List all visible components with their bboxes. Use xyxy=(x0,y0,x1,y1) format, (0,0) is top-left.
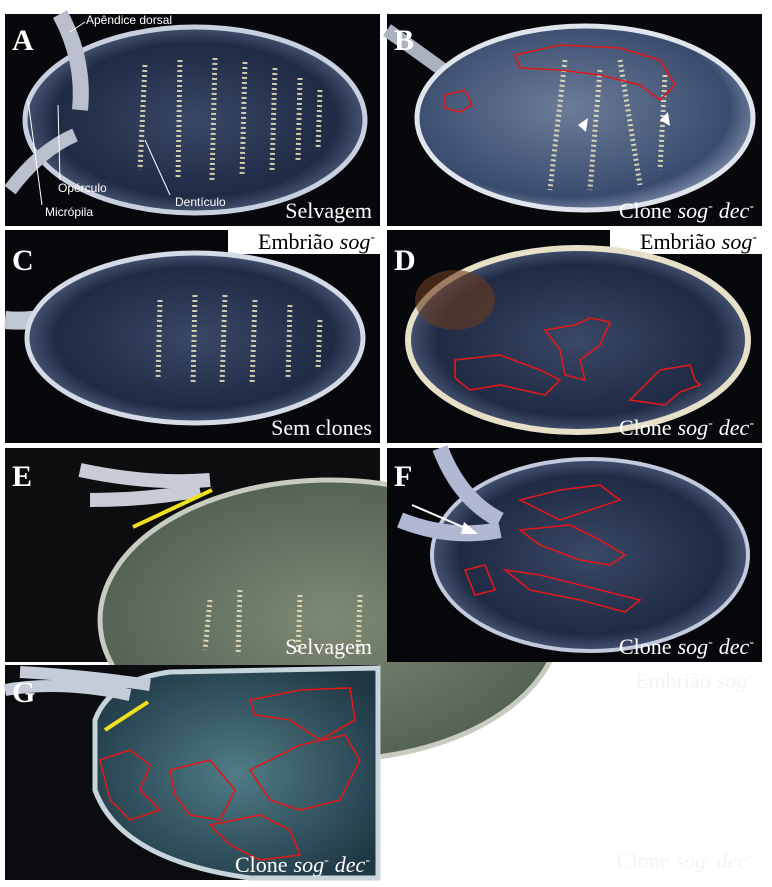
tissue xyxy=(415,270,495,330)
appendage xyxy=(397,445,504,542)
caption: Clone sog-dec- xyxy=(619,634,754,659)
panel-f: F Clone sog-dec- xyxy=(387,445,762,662)
clone-outline xyxy=(248,687,356,741)
panel-letter: A xyxy=(12,24,34,57)
embryo xyxy=(22,24,368,216)
arrow xyxy=(411,504,471,531)
caption: Selvagem xyxy=(285,634,372,659)
clone-outline xyxy=(99,749,162,821)
pointer-lines xyxy=(27,21,171,206)
label-dorsal: Apêndice dorsal xyxy=(86,13,172,27)
label-operculum: Opérculo xyxy=(58,181,107,195)
appendage xyxy=(52,10,89,111)
caption: Selvagem xyxy=(285,198,372,223)
header: Embrião sog- xyxy=(258,229,375,254)
header: Embrião sog- xyxy=(640,229,757,254)
caption: Sem clones xyxy=(271,415,372,440)
panel-b: B Clone sog-dec- xyxy=(382,14,762,226)
denticle-belts xyxy=(155,294,323,386)
header-box xyxy=(610,228,762,254)
panel-letter: D xyxy=(394,244,416,277)
clone-outline xyxy=(444,89,474,113)
caption: Clone sog-dec- xyxy=(235,852,370,877)
panel-d: Embrião sog- D Clone sog-dec- xyxy=(387,228,762,443)
clone-outline xyxy=(463,564,497,596)
yellow-line xyxy=(132,488,213,529)
label-micropyle: Micrópila xyxy=(45,205,93,219)
arrowhead xyxy=(461,522,478,534)
embryo xyxy=(430,457,750,653)
clone-outline xyxy=(502,568,642,613)
panel-letter: C xyxy=(12,244,34,277)
panel-letter: G xyxy=(12,676,35,709)
appendage xyxy=(3,666,151,701)
panel-a: Apêndice dorsal Opérculo Micrópila Dentí… xyxy=(4,10,380,226)
yellow-line xyxy=(103,700,150,732)
header-box xyxy=(228,228,380,254)
appendage xyxy=(4,128,78,195)
embryo xyxy=(414,23,756,213)
clone-outline xyxy=(543,317,612,382)
caption: Clone sog-dec- xyxy=(619,198,754,223)
panel-c: Embrião sog- C Sem clones xyxy=(4,228,380,443)
clone-outline xyxy=(169,759,236,821)
embryo xyxy=(24,250,366,426)
panel-letter: E xyxy=(12,460,32,493)
denticle-belts xyxy=(137,57,323,181)
faint-caption: Clone sog-dec- xyxy=(617,848,752,873)
clone-outline xyxy=(513,44,677,102)
panel-g: G Clone sog-dec- xyxy=(3,665,381,881)
faint-header: Embrião sog- xyxy=(635,668,752,693)
panel-letter: F xyxy=(394,460,412,493)
appendage xyxy=(78,463,211,507)
clone-outline xyxy=(517,524,627,566)
clone-outline xyxy=(517,484,622,521)
panel-letter: B xyxy=(394,24,414,57)
clone-outline xyxy=(208,814,302,861)
denticle-belts xyxy=(202,589,363,656)
clone-outline xyxy=(628,364,702,406)
caption: Clone sog-dec- xyxy=(619,415,754,440)
clone-outline xyxy=(248,734,361,811)
clone-outline xyxy=(454,354,562,396)
label-denticle: Dentículo xyxy=(175,195,226,209)
